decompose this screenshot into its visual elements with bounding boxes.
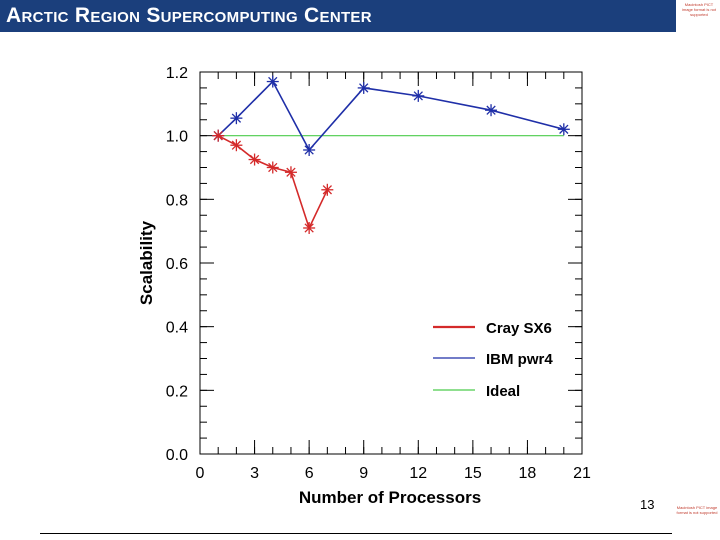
data-point: [230, 139, 243, 152]
x-tick-label: 9: [359, 465, 368, 482]
data-point-stroke: [249, 154, 260, 165]
axis-ticks: 0.0 0.2 0.4 0.6 0.8 1.0 1.2 0 3 6 9 12 15 18 21: [166, 65, 591, 482]
data-point-stroke: [268, 162, 278, 173]
data-point-stroke: [304, 145, 314, 155]
footer-divider: [40, 533, 672, 534]
legend-label: Cray SX6: [486, 320, 552, 337]
header-banner: Arctic Region Supercomputing Center: [0, 0, 676, 32]
y-tick-label: 0.8: [166, 192, 188, 209]
data-point-stroke: [413, 91, 423, 101]
data-point: [357, 81, 370, 94]
x-axis-title: Number of Processors: [299, 488, 481, 507]
legend: Cray SX6 IBM pwr4 Ideal: [433, 320, 553, 400]
data-point: [557, 123, 570, 136]
data-point: [321, 183, 334, 196]
data-point: [248, 153, 261, 166]
series-cray-sx6: [212, 129, 334, 234]
y-tick-label: 1.0: [166, 129, 188, 146]
x-tick-label: 12: [409, 465, 427, 482]
data-point: [303, 143, 316, 156]
y-axis-title: Scalability: [137, 220, 156, 305]
y-tick-label: 0.6: [166, 256, 188, 273]
y-tick-label: 0.4: [166, 320, 188, 337]
data-point-stroke: [304, 223, 314, 233]
data-point-stroke: [213, 131, 223, 141]
header-title: Arctic Region Supercomputing Center: [6, 4, 372, 27]
y-tick-label: 0.2: [166, 383, 188, 400]
data-point-stroke: [322, 185, 332, 195]
data-point-stroke: [359, 83, 369, 93]
data-point-stroke: [559, 124, 569, 134]
legend-label: IBM pwr4: [486, 351, 553, 368]
logo-placeholder-bottom-text: Macintosh PICT image format is not suppo…: [676, 505, 718, 515]
data-point: [485, 104, 498, 117]
series-layer: [212, 75, 570, 234]
data-point-stroke: [486, 105, 496, 115]
data-point: [266, 75, 279, 88]
x-tick-label: 18: [519, 465, 537, 482]
page-number: 13: [640, 497, 655, 512]
data-point-stroke: [268, 76, 278, 87]
legend-label: Ideal: [486, 383, 520, 400]
x-tick-label: 6: [305, 465, 314, 482]
series-line: [217, 80, 565, 152]
plot-border: [199, 71, 583, 455]
x-tick-label: 21: [573, 465, 591, 482]
data-point-stroke: [231, 113, 242, 123]
x-tick-label: 3: [250, 465, 259, 482]
data-point: [230, 112, 243, 125]
data-point: [212, 129, 225, 142]
logo-placeholder-top-text: Macintosh PICT image format is not suppo…: [681, 2, 716, 17]
data-point: [284, 166, 297, 179]
data-point: [412, 89, 425, 102]
x-tick-label: 15: [464, 465, 482, 482]
y-tick-label: 1.2: [166, 65, 188, 82]
series-ibm-pwr4: [212, 75, 570, 156]
data-point: [266, 161, 279, 174]
data-point-stroke: [286, 167, 296, 177]
data-point: [303, 221, 316, 234]
plot-frame: [199, 71, 583, 455]
y-tick-label: 0.0: [166, 447, 188, 464]
logo-placeholder-top: Macintosh PICT image format is not suppo…: [680, 2, 718, 30]
logo-placeholder-bottom: Macintosh PICT image format is not suppo…: [676, 505, 718, 535]
x-tick-label: 0: [196, 465, 205, 482]
data-point-stroke: [231, 140, 242, 150]
